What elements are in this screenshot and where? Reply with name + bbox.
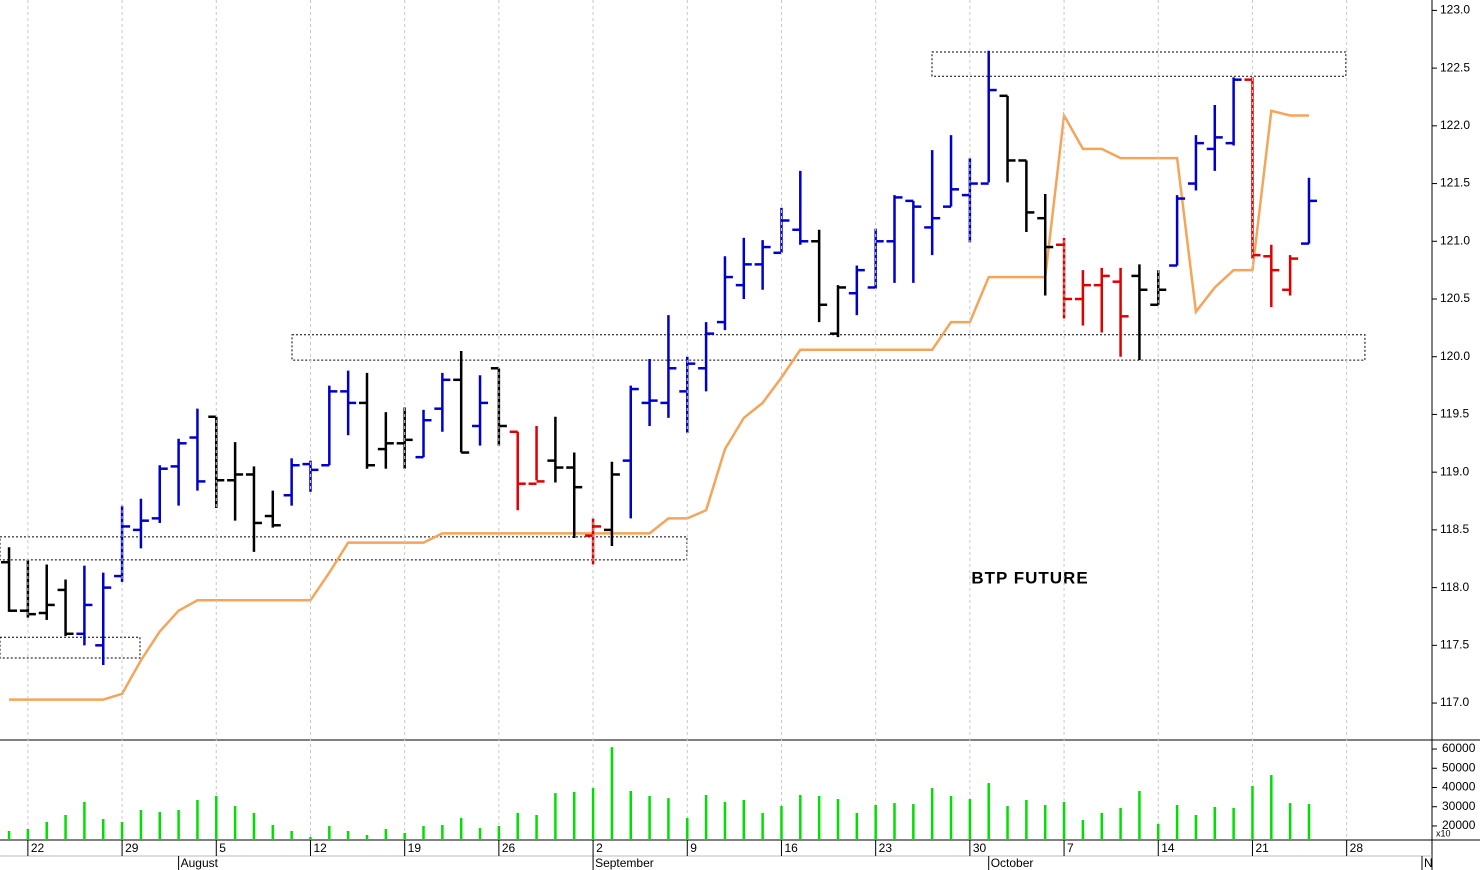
x-tick-label: 14 xyxy=(1161,841,1175,855)
y-tick-label: 123.0 xyxy=(1440,3,1470,17)
x-tick-label: 30 xyxy=(973,841,987,855)
axis-note: x10 xyxy=(1436,828,1451,838)
x-tick-label: 22 xyxy=(31,841,45,855)
y-tick-label: 119.5 xyxy=(1440,407,1469,421)
y-tick-label: 122.5 xyxy=(1440,60,1470,74)
annotation: BTP FUTURE xyxy=(971,568,1088,587)
y-tick-label: 117.5 xyxy=(1440,638,1469,652)
zone xyxy=(0,536,688,561)
x-tick-label: 28 xyxy=(1350,841,1364,855)
y-tick-label: 20000 xyxy=(1442,818,1476,832)
y-tick-label: 60000 xyxy=(1442,741,1476,755)
x-tick-label: 23 xyxy=(879,841,893,855)
y-tick-label: 120.0 xyxy=(1440,349,1470,363)
month-label: N xyxy=(1424,856,1433,870)
y-tick-label: 118.5 xyxy=(1440,522,1469,536)
zone xyxy=(0,636,141,659)
y-tick-label: 30000 xyxy=(1442,799,1476,813)
month-label: August xyxy=(181,856,219,870)
month-label: October xyxy=(991,856,1034,870)
x-tick-label: 21 xyxy=(1255,841,1269,855)
y-tick-label: 117.0 xyxy=(1440,695,1469,709)
y-tick-label: 121.0 xyxy=(1440,233,1470,247)
x-tick-label: 26 xyxy=(502,841,516,855)
y-tick-label: 120.5 xyxy=(1440,291,1470,305)
x-tick-label: 16 xyxy=(784,841,798,855)
y-tick-label: 121.5 xyxy=(1440,176,1470,190)
y-tick-label: 118.0 xyxy=(1440,580,1469,594)
x-tick-label: 7 xyxy=(1067,841,1074,855)
x-tick-label: 12 xyxy=(313,841,327,855)
x-tick-label: 19 xyxy=(408,841,422,855)
x-tick-label: 9 xyxy=(690,841,697,855)
y-tick-label: 40000 xyxy=(1442,780,1476,794)
y-tick-label: 122.0 xyxy=(1440,118,1470,132)
trailing-line xyxy=(9,109,1309,701)
y-tick-label: 119.0 xyxy=(1440,464,1469,478)
x-tick-label: 29 xyxy=(125,841,139,855)
zone xyxy=(291,334,1366,361)
y-tick-label: 50000 xyxy=(1442,760,1476,774)
x-tick-label: 2 xyxy=(596,841,603,855)
month-label: September xyxy=(595,856,654,870)
zone xyxy=(931,51,1347,77)
x-tick-label: 5 xyxy=(219,841,226,855)
